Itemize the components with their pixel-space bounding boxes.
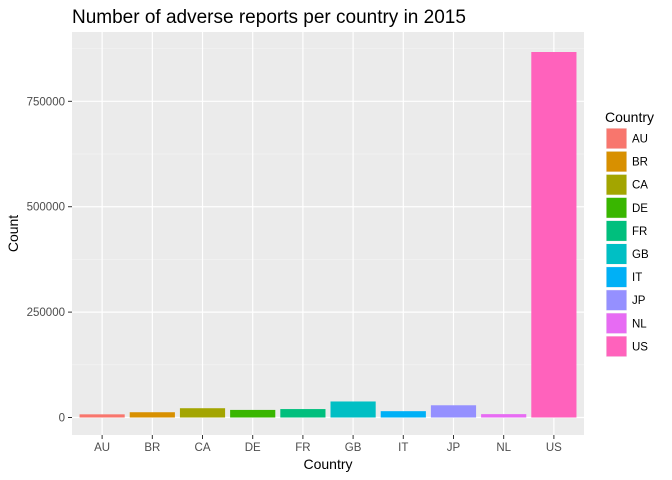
legend-label: GB: [632, 249, 649, 261]
x-axis-title: Country: [303, 456, 352, 472]
x-tick-label: US: [546, 442, 562, 454]
legend-title: Country: [605, 109, 654, 125]
bar-de: [230, 409, 276, 418]
legend-label: IT: [632, 272, 642, 284]
legend-swatch-it: [606, 267, 627, 288]
legend-swatch-nl: [606, 313, 627, 334]
y-axis: 0 250000 500000 750000: [27, 96, 72, 425]
legend-label: DE: [632, 203, 648, 215]
x-tick-label: AU: [94, 442, 110, 454]
y-tick-label: 500000: [27, 202, 65, 214]
y-tick-label: 750000: [27, 96, 65, 108]
bar-au: [79, 414, 125, 418]
bar-jp: [430, 405, 477, 418]
y-axis-title: Count: [5, 215, 21, 252]
legend-swatch-jp: [606, 290, 627, 311]
legend: Country AU BR CA DE FR GB IT JP NL US: [605, 109, 654, 357]
legend-swatch-us: [606, 336, 627, 357]
x-tick-label: DE: [245, 442, 261, 454]
x-tick-label: JP: [447, 442, 461, 454]
x-axis: AU BR CA DE FR GB IT JP NL US: [94, 435, 562, 454]
bar-gb: [330, 401, 376, 418]
x-tick-label: BR: [144, 442, 160, 454]
x-tick-label: GB: [345, 442, 362, 454]
legend-label: AU: [632, 134, 648, 146]
bar-it: [380, 411, 426, 418]
bar-us: [531, 52, 577, 418]
bar-nl: [481, 414, 527, 418]
legend-swatch-ca: [606, 174, 627, 195]
legend-label: NL: [632, 318, 647, 330]
x-tick-label: IT: [398, 442, 408, 454]
bar-fr: [280, 409, 326, 418]
y-tick-label: 0: [59, 413, 65, 425]
x-tick-label: FR: [295, 442, 310, 454]
bar-ca: [179, 408, 226, 418]
legend-label: CA: [632, 180, 648, 192]
legend-swatch-fr: [606, 220, 627, 241]
legend-swatch-gb: [606, 244, 627, 264]
bars: [79, 52, 577, 418]
legend-swatch-de: [606, 197, 627, 218]
legend-label: FR: [632, 226, 647, 238]
y-tick-label: 250000: [27, 307, 65, 319]
legend-label: US: [632, 341, 648, 353]
plot-panel: [72, 32, 584, 435]
legend-label: JP: [632, 295, 646, 307]
bar-br: [129, 412, 175, 418]
legend-label: BR: [632, 157, 648, 169]
legend-swatch-br: [606, 151, 627, 172]
legend-swatch-au: [606, 128, 627, 149]
chart-title: Number of adverse reports per country in…: [72, 7, 466, 28]
x-tick-label: NL: [496, 442, 511, 454]
x-tick-label: CA: [195, 442, 211, 454]
